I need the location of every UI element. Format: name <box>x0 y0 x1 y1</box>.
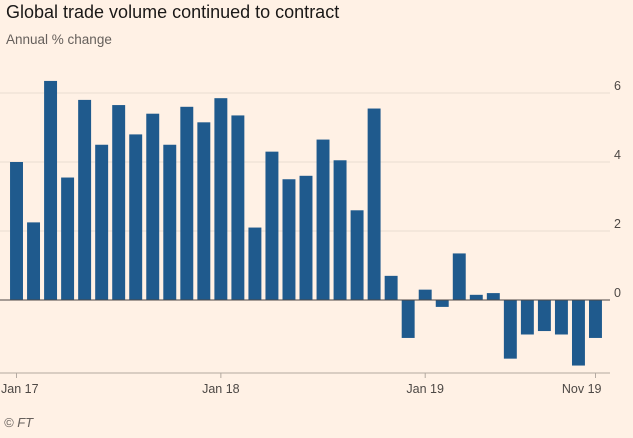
x-axis-ticks: Jan 17 Jan 18 Jan 19 Nov 19 <box>0 372 610 396</box>
x-tick-label: Jan 17 <box>1 382 39 396</box>
bar: Jun 18: 3.6 <box>299 175 313 300</box>
bar: Jul 19: -1 <box>520 300 534 335</box>
bar: Jun 19: -1.7 <box>503 300 517 359</box>
bars: Jan 17: 4 Feb 17: 2.25Mar 17: 6.35Apr 17:… <box>10 80 602 366</box>
bar: Apr 18: 4.3 <box>265 151 279 300</box>
bar: Mar 18: 2.1 <box>248 227 262 300</box>
bar: Oct 17: 4.5 <box>163 144 177 300</box>
bar: Sep 17: 5.4 <box>146 113 160 300</box>
bar: Jul 17: 5.65 <box>112 105 126 300</box>
bar: Jan 19: 0.3 <box>418 289 432 300</box>
bar: Feb 18: 5.35 <box>231 115 245 301</box>
bar: Feb 19: -0.2 <box>435 300 449 307</box>
bar: Oct 19: -1.9 <box>571 300 585 366</box>
y-tick-label: 0 <box>614 286 621 300</box>
chart-title: Global trade volume continued to contrac… <box>6 2 340 22</box>
bar: May 18: 3.5 <box>282 179 296 300</box>
bar: Dec 17: 5.15 <box>197 122 211 300</box>
bar: May 19: 0.2 <box>486 293 500 300</box>
y-axis-ticks: 0 2 4 6 <box>614 79 621 300</box>
bar: Jun 17: 4.5 <box>95 144 109 300</box>
bar: Feb 17: 2.25 <box>27 222 41 301</box>
bar: Aug 17: 4.8 <box>129 134 143 300</box>
x-tick-label: Nov 19 <box>562 382 602 396</box>
bar: Nov 19: -1.1 <box>589 300 602 338</box>
x-tick-label: Jan 18 <box>202 382 240 396</box>
bar: Sep 19: -1 <box>554 300 568 335</box>
bar: Aug 19: -0.9 <box>537 300 551 332</box>
bar: Sep 18: 2.6 <box>350 210 364 300</box>
bar: Jan 17: 4 <box>10 162 23 300</box>
bar: May 17: 5.8 <box>78 99 92 301</box>
x-tick-label: Jan 19 <box>406 382 444 396</box>
bar: Jan 18: 5.85 <box>214 98 228 301</box>
bar: Nov 18: 0.7 <box>384 275 398 300</box>
bar: Dec 18: -1.1 <box>401 300 415 338</box>
chart-subtitle: Annual % change <box>6 32 112 47</box>
y-tick-label: 6 <box>614 79 621 93</box>
bar-chart: Jan 17: 4 Feb 17: 2.25Mar 17: 6.35Apr 17:… <box>0 79 621 396</box>
bar: Oct 18: 5.55 <box>367 108 381 300</box>
source-credit: © FT <box>4 415 34 430</box>
bar: Aug 18: 4.05 <box>333 160 347 300</box>
bar: Mar 17: 6.35 <box>44 80 58 301</box>
y-tick-label: 4 <box>614 148 621 162</box>
y-tick-label: 2 <box>614 217 621 231</box>
bar: Nov 17: 5.6 <box>180 106 194 300</box>
bar: Mar 19: 1.35 <box>452 253 466 301</box>
bar: Apr 17: 3.55 <box>61 177 75 300</box>
bar: Apr 19: 0.15 <box>469 294 483 300</box>
bar: Jul 18: 4.65 <box>316 139 330 300</box>
